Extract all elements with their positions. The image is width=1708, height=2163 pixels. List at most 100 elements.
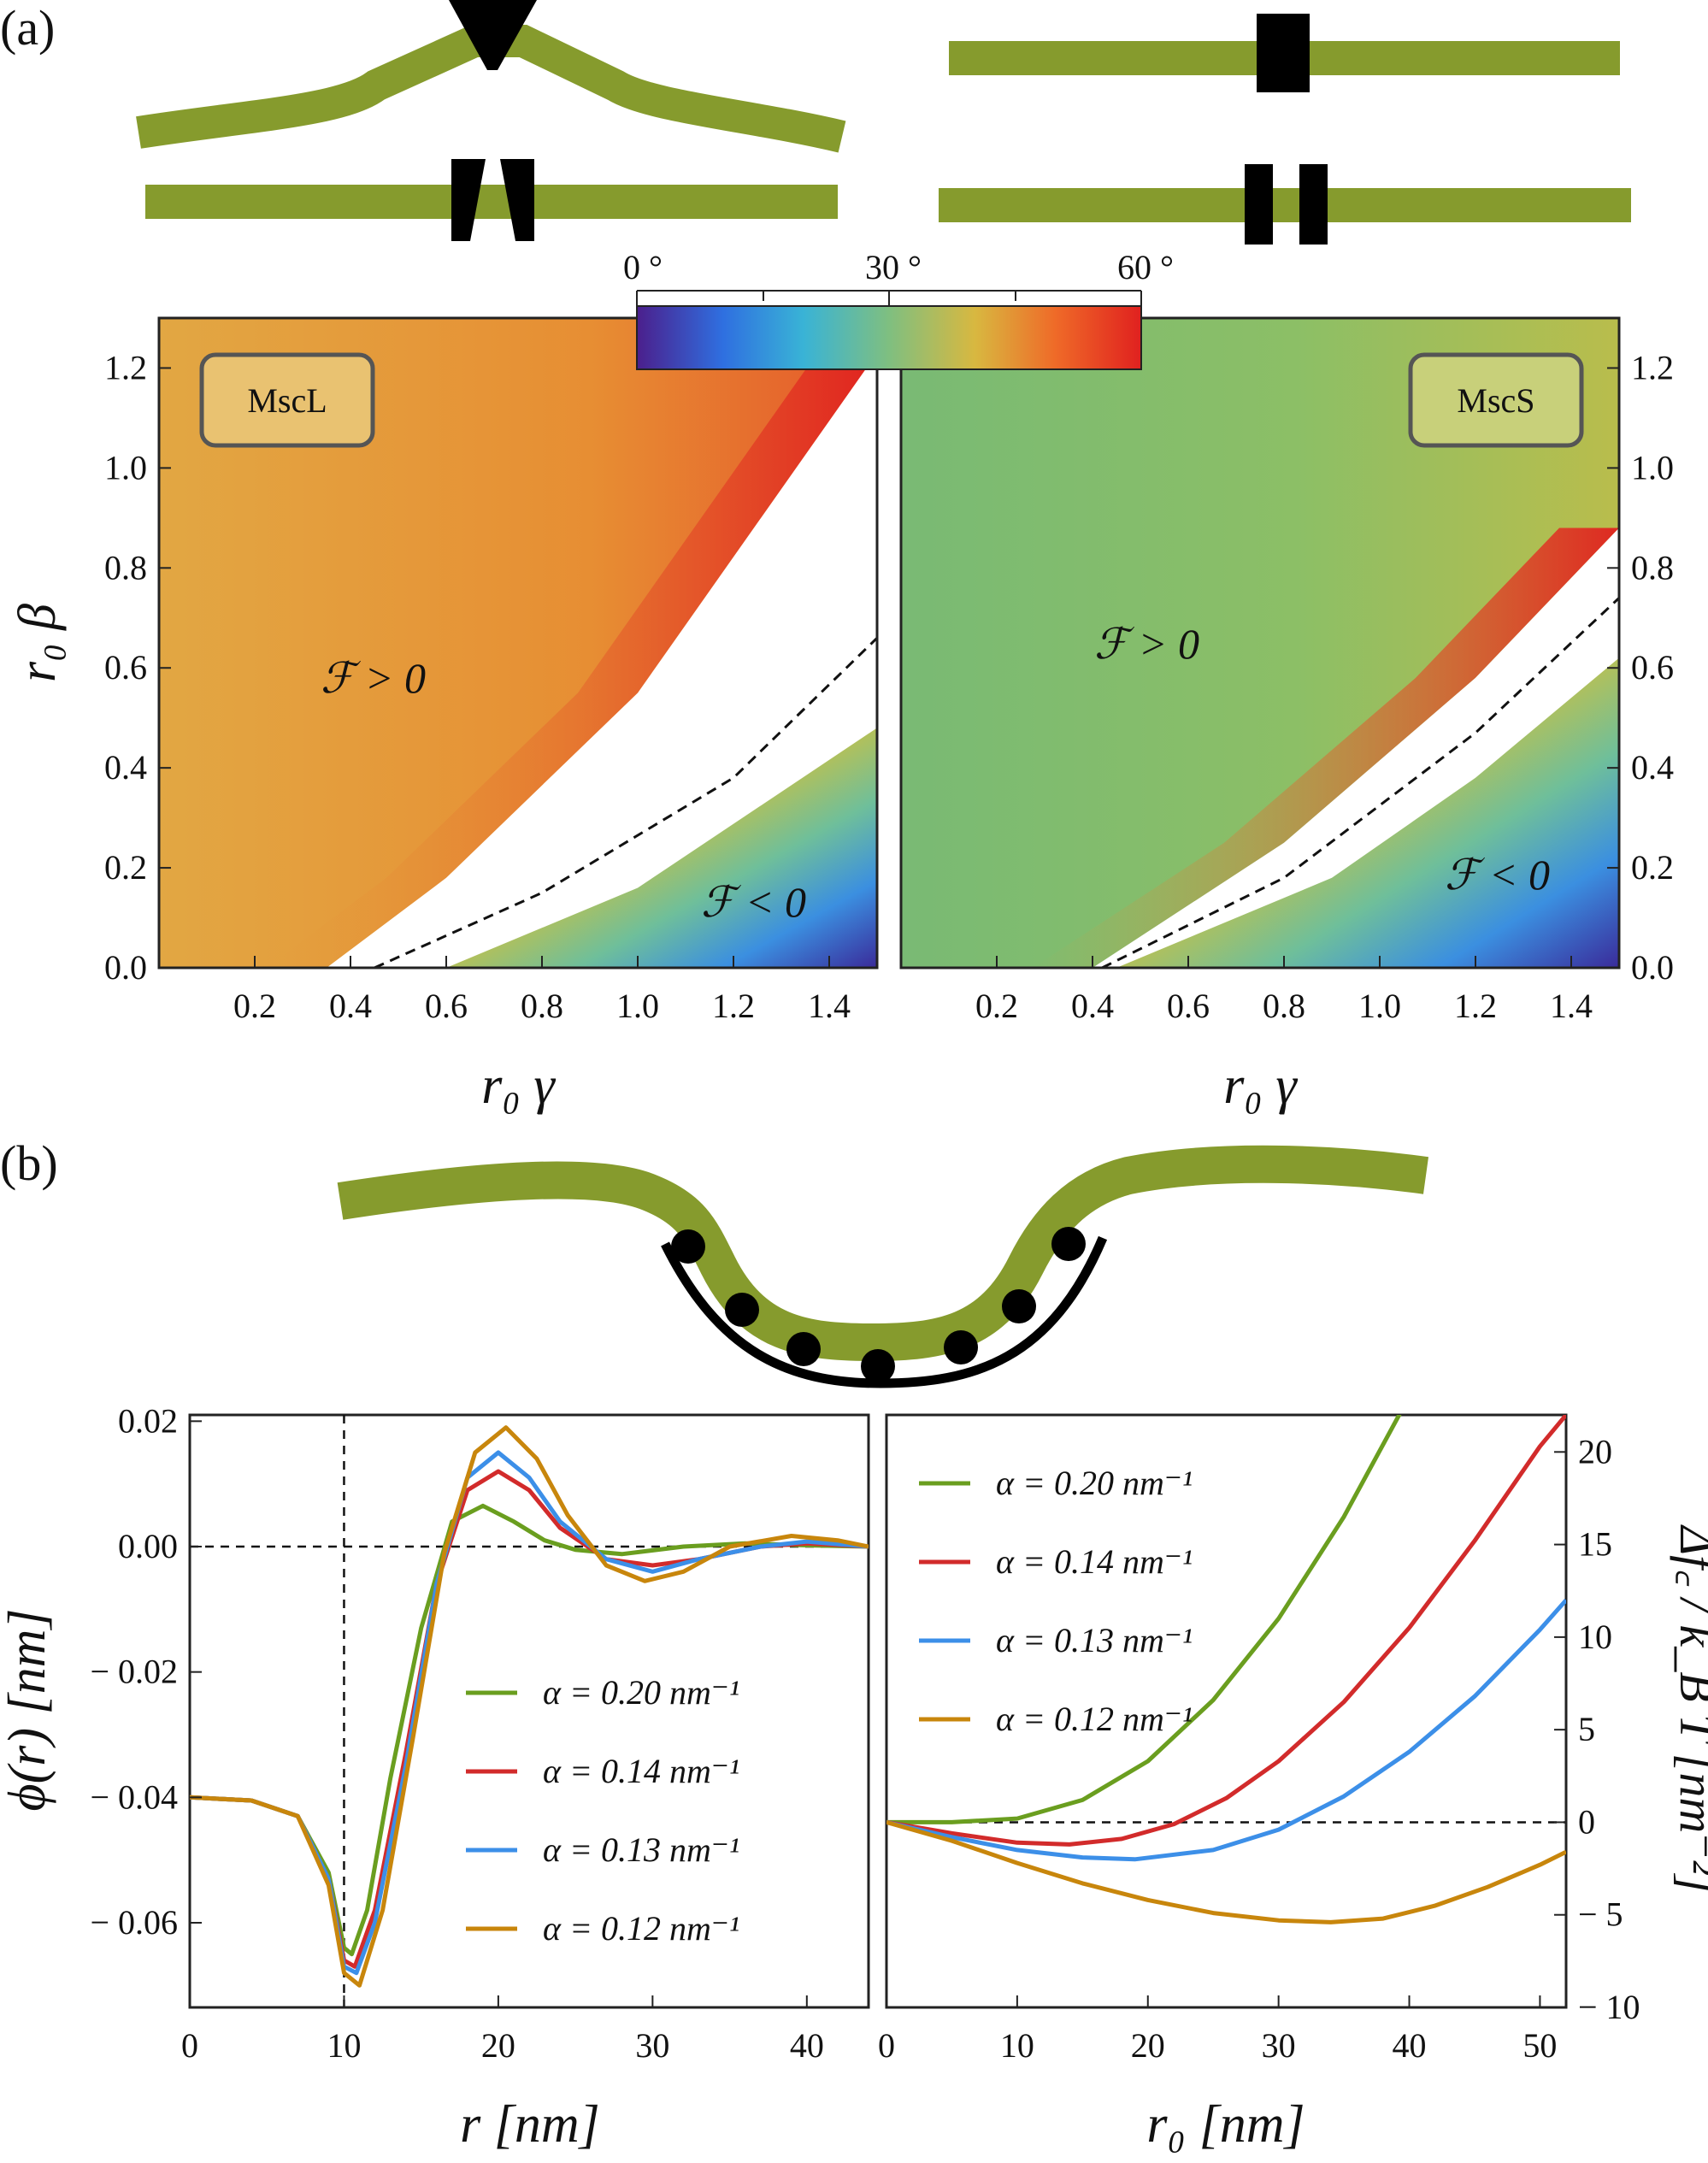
y-tick-label: 0.2: [1631, 848, 1674, 887]
legend-entry: α = 0.13 nm⁻¹: [996, 1621, 1193, 1659]
x-ticks: 0.2 0.4 0.6 0.8 1.0 1.2 1.4: [975, 956, 1593, 1025]
x-tick-label: 1.2: [1454, 987, 1497, 1025]
y-tick-label: 10: [1578, 1618, 1612, 1656]
region-label-positive: ℱ > 0: [1094, 620, 1199, 668]
x-axis-label: r₀ γ: [1223, 1057, 1298, 1115]
x-tick-label: 0.4: [329, 987, 372, 1025]
protein-bead: [944, 1330, 978, 1364]
legend: α = 0.20 nm⁻¹ α = 0.14 nm⁻¹ α = 0.13 nm⁻¹ α…: [466, 1673, 739, 1948]
y-ticks: 0.0 0.2 0.4 0.6 0.8 1.0 1.2: [104, 348, 171, 987]
y-axis-label: r₀ β: [9, 604, 67, 682]
y-tick-label: 15: [1578, 1525, 1612, 1564]
x-tick-label: 0.6: [425, 987, 468, 1025]
plot-frame: [885, 1413, 1568, 2009]
legend-entry: α = 0.14 nm⁻¹: [996, 1542, 1193, 1581]
y-tick-label: 0.4: [1631, 748, 1674, 787]
x-axis-label: r₀ [nm]: [1146, 2095, 1305, 2154]
region-label-negative: ℱ < 0: [701, 878, 806, 926]
y-tick-label: − 0.06: [90, 1903, 178, 1942]
region-negative-fill: [446, 728, 877, 968]
protein-bead: [786, 1332, 821, 1366]
x-ticks: 0.2 0.4 0.6 0.8 1.0 1.2 1.4: [233, 956, 851, 1025]
protein-bead: [671, 1229, 705, 1264]
mscl-sketch-open: [145, 159, 838, 241]
y-tick-label: 1.0: [1631, 448, 1674, 486]
protein-bead: [1051, 1227, 1086, 1261]
y-tick-label: 0.00: [118, 1527, 178, 1565]
y-tick-label: 0.0: [104, 948, 147, 987]
channel-half-left: [1245, 164, 1273, 245]
x-ticks: 0 10 20 30 40 50: [878, 1995, 1557, 2065]
x-tick-label: 0: [878, 2026, 895, 2065]
y-tick-label: 20: [1578, 1432, 1612, 1470]
series-line: [886, 1415, 1402, 1824]
region-positive-edge: [267, 352, 877, 968]
channel-block: [1257, 14, 1310, 92]
x-tick-label: 0.2: [233, 987, 276, 1025]
legend-entry: α = 0.20 nm⁻¹: [996, 1464, 1193, 1502]
y-axis-label: Δf꜀ / k_B T [nm⁻²]: [1670, 1524, 1708, 1894]
curved-membrane-sketch: [337, 1145, 1429, 1388]
channel-right-half: [500, 159, 534, 241]
y-tick-label: 0.0: [1631, 948, 1674, 987]
x-tick-label: 1.0: [1358, 987, 1401, 1025]
colorbar-gradient: [636, 305, 1142, 370]
colorbar-tick-label: 60 °: [1117, 248, 1174, 286]
series-line: [190, 1425, 869, 1988]
membrane-flat: [145, 185, 838, 219]
colorbar-tick-label: 30 °: [865, 248, 922, 286]
membrane-flat: [939, 188, 1631, 222]
transition-white-band: [327, 318, 877, 968]
y-tick-label: 0: [1578, 1802, 1595, 1841]
x-tick-label: 0.4: [1071, 987, 1114, 1025]
y-tick-label: 1.0: [104, 448, 147, 486]
legend-entry: α = 0.12 nm⁻¹: [996, 1700, 1193, 1738]
plot-frame: [188, 1413, 870, 2009]
y-tick-label: 0.6: [104, 648, 147, 687]
series-line: [886, 1415, 1566, 1847]
line-chart-deltaf: α = 0.20 nm⁻¹ α = 0.14 nm⁻¹ α = 0.13 nm⁻¹ α…: [878, 1413, 1708, 2154]
x-tick-label: 0.6: [1167, 987, 1210, 1025]
series-line: [886, 1819, 1566, 1924]
x-axis-label: r [nm]: [460, 2095, 600, 2154]
series-lines: [190, 1425, 869, 1988]
scaffold-arc: [661, 1235, 1108, 1388]
y-tick-label: 1.2: [1631, 348, 1674, 386]
line-chart-phi: α = 0.20 nm⁻¹ α = 0.14 nm⁻¹ α = 0.13 nm⁻¹ α…: [0, 1401, 870, 2154]
mscs-sketch-closed: [949, 14, 1620, 92]
region-positive-edge: [1033, 527, 1619, 968]
series-line: [886, 1598, 1566, 1862]
annotation-box: [199, 352, 375, 448]
legend: α = 0.20 nm⁻¹ α = 0.14 nm⁻¹ α = 0.13 nm⁻¹ α…: [919, 1464, 1193, 1738]
y-tick-label: 0.2: [104, 848, 147, 887]
protein-bead: [725, 1293, 759, 1327]
x-tick-label: 20: [481, 2026, 515, 2065]
annotation-box: [1408, 352, 1584, 448]
x-axis-label: r₀ γ: [481, 1057, 556, 1115]
y-tick-label: − 0.02: [90, 1653, 178, 1691]
dashed-curve: [374, 637, 877, 968]
colorbar: 0 ° 30 ° 60 °: [623, 248, 1174, 370]
y-tick-label: − 5: [1578, 1895, 1623, 1934]
annotation-text: MscS: [1457, 381, 1534, 420]
y-ticks: 0.0 0.2 0.4 0.6 0.8 1.0 1.2: [1607, 348, 1674, 987]
y-tick-label: 0.8: [104, 548, 147, 586]
x-tick-label: 1.0: [616, 987, 659, 1025]
channel-half-right: [1299, 164, 1328, 245]
heatmap-mscs: MscS ℱ > 0 ℱ < 0 0.0 0.2 0.4 0.6 0.8 1.0 1.2 0…: [899, 316, 1674, 1115]
x-tick-label: 1.2: [712, 987, 755, 1025]
y-tick-label: − 0.04: [90, 1777, 178, 1816]
x-tick-label: 50: [1522, 2026, 1557, 2065]
x-tick-label: 1.4: [808, 987, 851, 1025]
x-tick-label: 30: [635, 2026, 669, 2065]
x-tick-label: 0: [181, 2026, 198, 2065]
region-negative-fill: [1116, 657, 1619, 968]
x-tick-label: 40: [1393, 2026, 1427, 2065]
x-tick-label: 30: [1262, 2026, 1296, 2065]
y-tick-label: 0.6: [1631, 648, 1674, 687]
plot-frame: [157, 316, 879, 970]
reference-lines: [190, 1415, 869, 2007]
membrane-curved: [337, 1145, 1429, 1362]
region-label-negative: ℱ < 0: [1445, 851, 1550, 899]
channel-funnel: [449, 0, 537, 70]
